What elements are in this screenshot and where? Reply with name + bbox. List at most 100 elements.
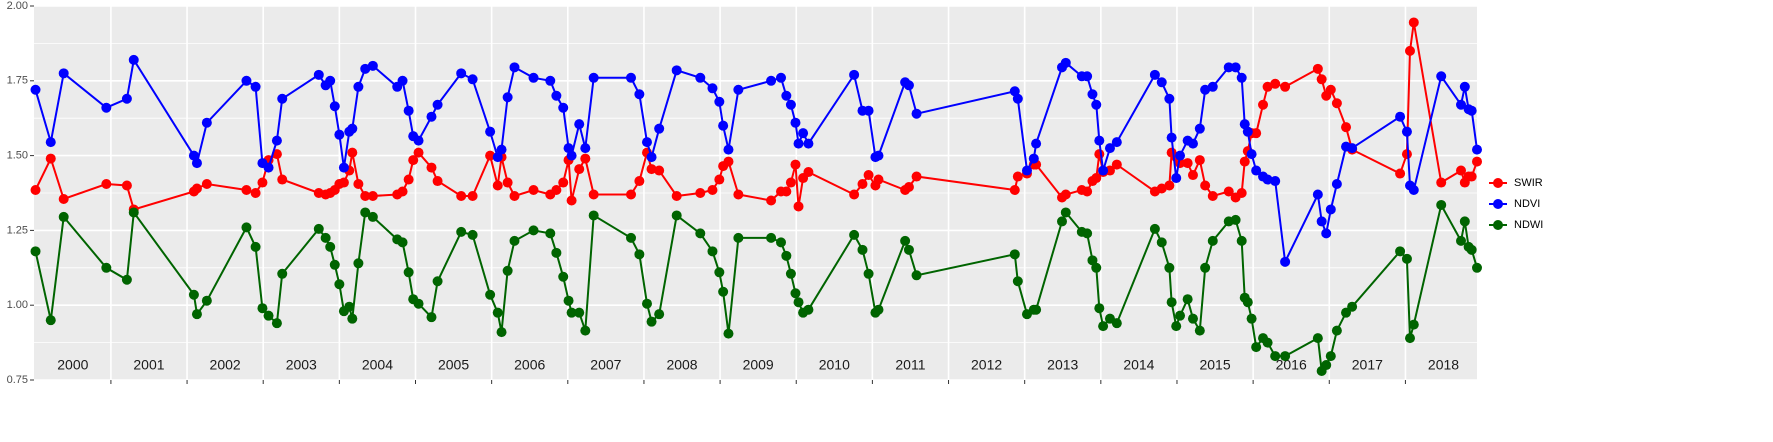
data-point <box>241 185 252 196</box>
data-point <box>1156 183 1167 194</box>
data-point <box>528 185 539 196</box>
data-point <box>911 270 922 281</box>
data-point <box>1280 81 1291 92</box>
data-point <box>509 190 520 201</box>
data-point <box>873 174 884 185</box>
data-point <box>413 147 424 158</box>
data-point <box>1200 180 1211 191</box>
data-point <box>1325 351 1336 362</box>
data-point <box>1031 138 1042 149</box>
data-point <box>467 190 478 201</box>
data-point <box>625 72 636 83</box>
data-point <box>344 301 355 312</box>
data-point <box>1395 168 1406 179</box>
data-point <box>1280 256 1291 267</box>
data-point <box>1156 77 1167 88</box>
legend-label: SWIR <box>1514 177 1543 189</box>
legend-key <box>1493 178 1503 188</box>
data-point <box>903 182 914 193</box>
data-point <box>580 143 591 154</box>
data-point <box>413 298 424 309</box>
year-label: 2007 <box>590 357 621 373</box>
data-point <box>502 265 513 276</box>
data-point <box>1312 63 1323 74</box>
data-point <box>271 318 282 329</box>
data-point <box>1171 173 1182 184</box>
data-point <box>1082 71 1093 82</box>
year-label: 2016 <box>1276 357 1307 373</box>
data-point <box>191 158 202 169</box>
data-point <box>863 170 874 181</box>
data-point <box>426 162 437 173</box>
data-point <box>1156 237 1167 248</box>
data-point <box>1098 321 1109 332</box>
data-point <box>528 225 539 236</box>
data-point <box>492 152 503 163</box>
data-point <box>566 150 577 161</box>
data-point <box>1472 262 1482 273</box>
data-point <box>1408 185 1419 196</box>
data-point <box>714 267 725 278</box>
data-point <box>257 177 268 188</box>
data-point <box>1321 360 1332 371</box>
data-point <box>790 288 801 299</box>
data-point <box>1456 165 1467 176</box>
data-point <box>790 159 801 170</box>
data-point <box>671 190 682 201</box>
data-point <box>723 144 734 155</box>
data-point <box>873 304 884 315</box>
data-point <box>1060 57 1071 68</box>
data-point <box>793 138 804 149</box>
data-point <box>1111 137 1122 148</box>
data-point <box>563 143 574 154</box>
data-point <box>277 174 288 185</box>
year-label: 2008 <box>666 357 697 373</box>
data-point <box>714 96 725 107</box>
data-point <box>785 268 796 279</box>
data-point <box>803 304 814 315</box>
data-point <box>1395 111 1406 122</box>
data-point <box>188 150 199 161</box>
data-point <box>360 190 371 201</box>
data-point <box>707 185 718 196</box>
data-point <box>654 165 665 176</box>
data-point <box>1182 158 1193 169</box>
data-point <box>1436 71 1447 82</box>
data-point <box>857 179 868 190</box>
data-point <box>509 62 520 73</box>
data-point <box>325 241 336 252</box>
year-label: 2002 <box>210 357 241 373</box>
data-point <box>403 174 414 185</box>
data-point <box>426 312 437 323</box>
data-point <box>1236 72 1247 83</box>
data-point <box>1175 310 1186 321</box>
data-point <box>250 241 261 252</box>
data-point <box>1325 204 1336 215</box>
legend-key <box>1493 199 1503 209</box>
data-point <box>1472 144 1482 155</box>
data-point <box>1242 126 1253 137</box>
data-point <box>1223 62 1234 73</box>
data-point <box>1395 246 1406 257</box>
data-point <box>646 164 657 175</box>
data-point <box>1466 171 1477 182</box>
data-point <box>320 232 331 243</box>
data-point <box>558 177 569 188</box>
data-point <box>1456 235 1467 246</box>
data-point <box>695 72 706 83</box>
year-label: 2000 <box>57 357 88 373</box>
data-point <box>128 207 139 218</box>
data-point <box>803 167 814 178</box>
data-point <box>329 101 340 112</box>
data-point <box>551 247 562 258</box>
data-point <box>1021 165 1032 176</box>
data-point <box>334 279 345 290</box>
data-point <box>625 232 636 243</box>
data-point <box>551 90 562 101</box>
data-point <box>367 190 378 201</box>
data-point <box>485 289 496 300</box>
data-point <box>263 162 274 173</box>
data-point <box>574 119 585 130</box>
year-label: 2012 <box>971 357 1002 373</box>
data-point <box>45 137 56 148</box>
